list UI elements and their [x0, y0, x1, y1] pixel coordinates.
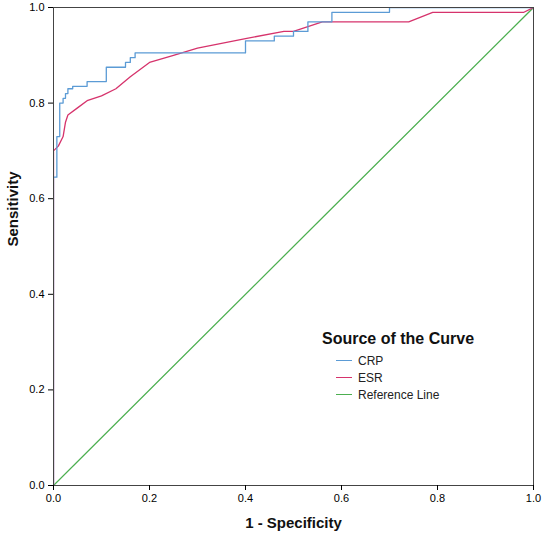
- svg-text:0.4: 0.4: [29, 288, 44, 300]
- svg-text:1 - Specificity: 1 - Specificity: [245, 514, 342, 531]
- svg-text:1.0: 1.0: [526, 492, 541, 504]
- svg-text:1.0: 1.0: [29, 1, 44, 13]
- svg-text:0.2: 0.2: [29, 383, 44, 395]
- svg-text:0.8: 0.8: [430, 492, 445, 504]
- html-text:ESR: ESR: [358, 370, 383, 385]
- svg-text:0.0: 0.0: [29, 479, 44, 491]
- html-text:Source of the Curve: Source of the Curve: [322, 330, 474, 347]
- html-text:CRP: CRP: [358, 353, 384, 368]
- svg-text:0.4: 0.4: [238, 492, 253, 504]
- svg-text:0.2: 0.2: [142, 492, 157, 504]
- svg-text:0.0: 0.0: [46, 492, 61, 504]
- html-text:Reference Line: Reference Line: [358, 387, 440, 402]
- svg-text:0.6: 0.6: [334, 492, 349, 504]
- svg-text:0.8: 0.8: [29, 97, 44, 109]
- svg-text:Sensitivity: Sensitivity: [4, 171, 21, 247]
- svg-text:0.6: 0.6: [29, 192, 44, 204]
